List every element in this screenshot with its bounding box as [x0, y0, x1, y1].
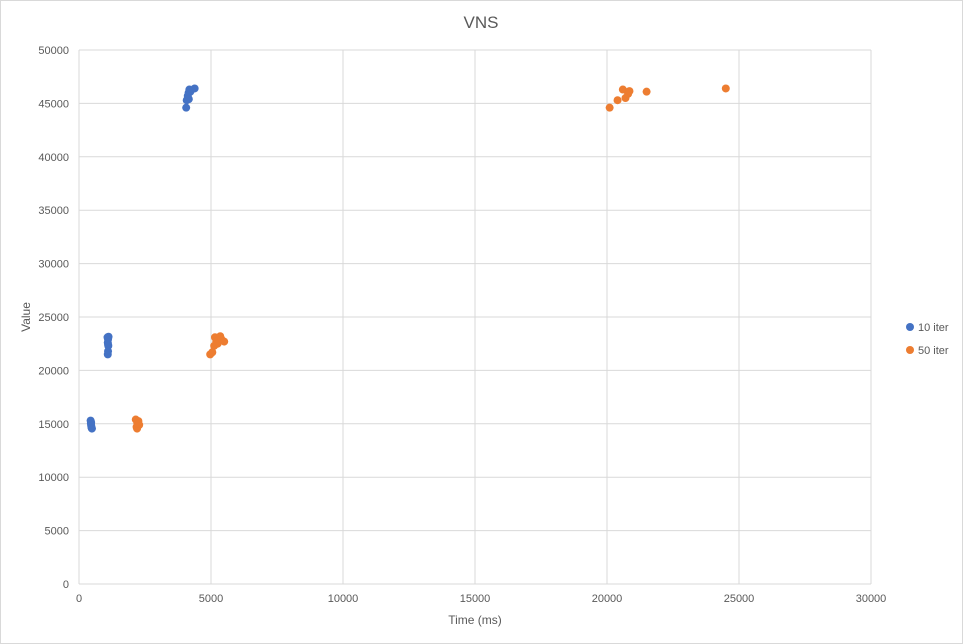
- data-point: [133, 419, 142, 428]
- data-point: [182, 103, 191, 112]
- legend: 10 iter 50 iter: [906, 322, 949, 357]
- grid-lines: [78, 49, 872, 585]
- x-tick-label: 10000: [328, 593, 359, 605]
- series-50-iter: [131, 84, 730, 433]
- data-point: [103, 350, 112, 359]
- legend-label: 10 iter: [918, 322, 949, 334]
- y-tick-label: 20000: [38, 365, 69, 377]
- x-tick-label: 5000: [199, 593, 223, 605]
- data-point: [208, 348, 217, 357]
- y-tick-label: 15000: [38, 419, 69, 431]
- chart-title: VNS: [464, 13, 499, 32]
- y-tick-label: 40000: [38, 152, 69, 164]
- x-tick-label: 25000: [724, 593, 755, 605]
- data-point: [104, 340, 113, 349]
- y-tick-label: 35000: [38, 205, 69, 217]
- data-point: [605, 103, 614, 112]
- y-tick-label: 30000: [38, 259, 69, 271]
- data-point: [190, 84, 199, 93]
- data-point: [613, 96, 622, 105]
- x-tick-label: 0: [76, 593, 82, 605]
- y-tick-label: 10000: [38, 472, 69, 484]
- data-point: [87, 424, 96, 433]
- data-points: [86, 84, 730, 433]
- data-point: [625, 87, 634, 96]
- data-point: [210, 341, 219, 350]
- y-tick-label: 45000: [38, 98, 69, 110]
- data-point: [220, 337, 229, 346]
- data-point: [104, 332, 113, 341]
- x-tick-label: 20000: [592, 593, 623, 605]
- legend-marker: [906, 323, 914, 331]
- y-tick-label: 50000: [38, 45, 69, 57]
- x-tick-label: 15000: [460, 593, 491, 605]
- legend-marker: [906, 346, 914, 354]
- x-tick-label: 30000: [856, 593, 887, 605]
- x-axis-label: Time (ms): [448, 613, 502, 627]
- data-point: [721, 84, 730, 93]
- data-point: [184, 95, 193, 104]
- y-tick-label: 25000: [38, 312, 69, 324]
- x-tick-labels: 0 5000 10000 15000 20000 25000 30000: [76, 593, 886, 605]
- legend-label: 50 iter: [918, 345, 949, 357]
- series-10-iter: [86, 84, 199, 433]
- y-axis-label: Value: [19, 302, 33, 332]
- data-point: [642, 87, 651, 96]
- y-tick-label: 0: [63, 579, 69, 591]
- data-point: [87, 418, 96, 427]
- y-tick-labels: 0 5000 10000 15000 20000 25000 30000 35000 40000…: [38, 45, 69, 591]
- y-tick-label: 5000: [45, 526, 69, 538]
